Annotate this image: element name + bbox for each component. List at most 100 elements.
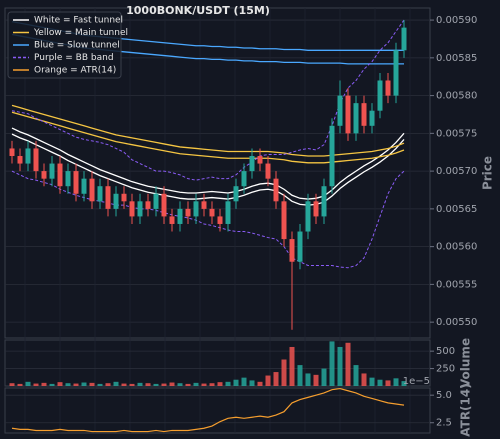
volume-bar	[289, 346, 295, 386]
candle-body	[209, 208, 215, 217]
volume-bar	[209, 383, 215, 386]
y-tick-label: 0.00550	[436, 317, 477, 328]
volume-bar	[225, 381, 231, 386]
candle-body	[321, 186, 327, 217]
y-tick-label: 250	[436, 364, 455, 375]
legend-label: Orange = ATR(14)	[34, 66, 116, 76]
candle-body	[297, 231, 303, 262]
candle-body	[345, 95, 351, 134]
price-panel	[4, 7, 431, 339]
volume-axis-label: Volume	[459, 338, 473, 388]
volume-bar	[185, 383, 191, 386]
candle-body	[113, 193, 119, 209]
volume-bar	[249, 380, 255, 386]
volume-bar	[401, 381, 407, 386]
candle-body	[81, 178, 87, 194]
candle-body	[353, 103, 359, 134]
y-tick-label: 500	[436, 346, 455, 357]
volume-bar	[273, 372, 279, 386]
plot	[9, 19, 407, 433]
atr-axis-label: ATR(14)	[459, 383, 473, 436]
volume-bar	[305, 373, 311, 386]
volume-bar	[193, 382, 199, 386]
candle-body	[369, 110, 375, 126]
candle-body	[57, 163, 63, 187]
volume-bar	[153, 383, 159, 386]
volume-bar	[313, 374, 319, 386]
tunnel-line	[11, 127, 405, 200]
candle-body	[329, 125, 335, 187]
candle-body	[137, 201, 143, 217]
candle-body	[193, 201, 199, 217]
tunnel-line	[11, 19, 405, 181]
candle-body	[17, 156, 23, 164]
candle-body	[41, 171, 47, 179]
volume-bar	[81, 382, 87, 386]
candle-body	[393, 50, 399, 96]
volume-bar	[345, 342, 351, 386]
volume-bar	[57, 382, 63, 386]
volume-bar	[321, 368, 327, 386]
candle-body	[401, 27, 407, 51]
tunnel-line	[11, 111, 405, 164]
volume-bar	[337, 346, 343, 386]
candle-body	[201, 201, 207, 209]
candle-body	[33, 148, 39, 172]
y-tick-label: 0.00590	[436, 15, 477, 26]
volume-bar	[353, 365, 359, 386]
volume-bar	[73, 383, 79, 386]
offset-text: 1e−5	[403, 376, 430, 387]
volume-bar	[145, 383, 151, 386]
volume-bar	[361, 373, 367, 386]
candle-body	[121, 193, 127, 202]
y-tick-label: 0.00565	[436, 204, 477, 215]
volume-bar	[233, 379, 239, 386]
tunnel-line	[11, 133, 405, 206]
candle-body	[145, 201, 151, 209]
candle-body	[169, 216, 175, 224]
legend: White = Fast tunnel Yellow = Main tunnel B…	[7, 11, 128, 79]
candle-body	[185, 208, 191, 217]
volume-bar	[137, 382, 143, 386]
candle-body	[241, 171, 247, 187]
y-tick-label: 0.00555	[436, 279, 477, 290]
volume-bar	[129, 383, 135, 386]
candle-body	[9, 148, 15, 157]
candle-body	[265, 163, 271, 179]
candle-body	[305, 201, 311, 232]
volume-bar	[369, 377, 375, 386]
volume-bar	[265, 375, 271, 386]
volume-bar	[377, 379, 383, 386]
y-axis-label: Price	[481, 156, 495, 190]
candle-body	[49, 163, 55, 179]
candle-body	[361, 103, 367, 126]
candle-body	[129, 201, 135, 217]
atr-panel	[4, 387, 431, 434]
volume-bar	[65, 383, 71, 386]
legend-label: Yellow = Main tunnel	[33, 28, 128, 38]
y-tick-label: 0.00560	[436, 242, 477, 253]
volume-bar	[9, 383, 15, 386]
candle-body	[249, 156, 255, 172]
volume-bar	[49, 383, 55, 386]
volume-bar	[161, 383, 167, 386]
volume-bar	[89, 382, 95, 386]
legend-label: Blue = Slow tunnel	[34, 41, 120, 51]
y-tick-label: 0.00575	[436, 128, 477, 139]
volume-bar	[33, 383, 39, 386]
y-tick-label: 2.5	[436, 418, 452, 429]
volume-bar	[41, 382, 47, 386]
volume-bar	[281, 359, 287, 386]
tunnel-line	[11, 170, 405, 269]
legend-label: White = Fast tunnel	[34, 16, 123, 26]
volume-bar	[241, 377, 247, 386]
candle-body	[105, 186, 111, 209]
volume-bar	[217, 382, 223, 386]
candle-body	[177, 208, 183, 224]
atr-line	[11, 387, 405, 433]
candle-body	[289, 239, 295, 262]
volume-bar	[257, 381, 263, 386]
candle-body	[313, 201, 319, 217]
y-tick-label: 0.00570	[436, 166, 477, 177]
